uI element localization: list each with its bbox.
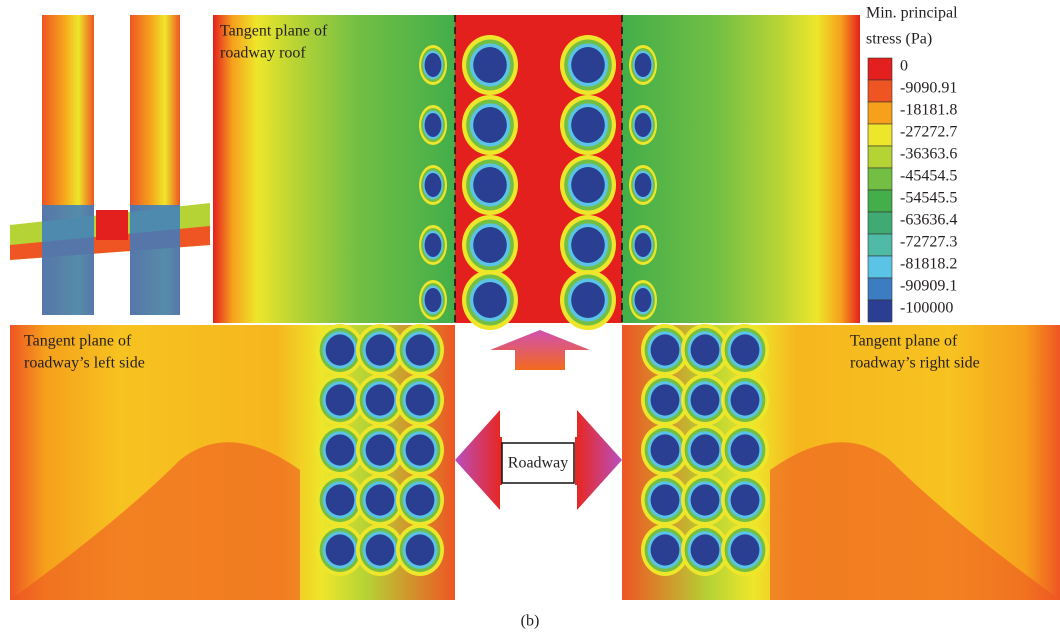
legend-swatch <box>868 168 892 190</box>
stress-blob <box>326 334 355 365</box>
legend-label: -63636.4 <box>900 212 957 229</box>
stress-blob <box>731 534 760 565</box>
stress-blob <box>366 434 395 465</box>
stress-blob <box>651 384 680 415</box>
stress-blob <box>571 227 605 263</box>
figure: Roadway Tangent plane of roadway roof Ta… <box>0 0 1060 637</box>
stress-blob <box>326 434 355 465</box>
arrow-up <box>490 330 590 370</box>
stress-blob <box>406 434 435 465</box>
stress-blob <box>366 384 395 415</box>
stress-blob <box>571 47 605 83</box>
overview-3d <box>10 15 210 315</box>
caption: (b) <box>521 613 540 630</box>
roadway-label: Roadway <box>508 455 568 472</box>
stress-blob <box>473 167 507 203</box>
legend-label: -72727.3 <box>900 234 957 251</box>
legend-swatch <box>868 58 892 80</box>
stress-blob <box>571 282 605 318</box>
stress-blob <box>635 53 652 77</box>
arrow-left <box>455 410 502 510</box>
stress-blob <box>635 113 652 137</box>
stress-blob <box>366 334 395 365</box>
stress-blob <box>571 167 605 203</box>
legend-label: -54545.5 <box>900 190 957 207</box>
stress-blob <box>425 173 442 197</box>
stress-blob <box>651 334 680 365</box>
stress-blob <box>691 484 720 515</box>
legend-title: stress (Pa) <box>866 31 932 48</box>
stress-blob <box>366 534 395 565</box>
legend-swatch <box>868 212 892 234</box>
stress-blob <box>651 434 680 465</box>
stress-blob <box>731 384 760 415</box>
legend-label: -18181.8 <box>900 102 957 119</box>
panel-label: Tangent plane of <box>850 333 958 350</box>
stress-blob <box>731 334 760 365</box>
stress-blob <box>691 434 720 465</box>
legend-swatch <box>868 102 892 124</box>
panel-label: roadway’s right side <box>850 355 980 372</box>
stress-blob <box>635 288 652 312</box>
panel-label: roadway roof <box>220 45 306 62</box>
stress-blob <box>425 53 442 77</box>
stress-blob <box>635 233 652 257</box>
stress-blob <box>406 334 435 365</box>
stress-blob <box>425 288 442 312</box>
stress-blob <box>326 384 355 415</box>
stress-blob <box>651 484 680 515</box>
legend-label: -27272.7 <box>900 124 957 141</box>
stress-blob <box>691 534 720 565</box>
legend-swatch <box>868 124 892 146</box>
stress-blob <box>473 47 507 83</box>
stress-blob <box>406 484 435 515</box>
stress-blob <box>635 173 652 197</box>
panel-label: roadway’s left side <box>24 355 145 372</box>
stress-blob <box>473 107 507 143</box>
legend-title: Min. principal <box>866 5 958 22</box>
legend-label: -45454.5 <box>900 168 957 185</box>
stress-blob <box>731 484 760 515</box>
legend-label: -100000 <box>900 300 953 317</box>
stress-blob <box>326 484 355 515</box>
legend-label: -90909.1 <box>900 278 957 295</box>
stress-blob <box>691 384 720 415</box>
stress-blob <box>651 534 680 565</box>
stress-blob <box>406 384 435 415</box>
legend-label: -36363.6 <box>900 146 957 163</box>
legend-swatch <box>868 80 892 102</box>
panel-label: Tangent plane of <box>220 23 328 40</box>
legend-swatch <box>868 190 892 212</box>
stress-blob <box>425 113 442 137</box>
stress-blob <box>473 227 507 263</box>
legend-label: 0 <box>900 58 908 75</box>
legend-swatch <box>868 300 892 322</box>
roof-panel-right <box>622 15 860 323</box>
stress-blob <box>731 434 760 465</box>
stress-blob <box>326 534 355 565</box>
legend-label: -81818.2 <box>900 256 957 273</box>
arrow-right <box>575 410 622 510</box>
legend-swatch <box>868 256 892 278</box>
stress-blob <box>406 534 435 565</box>
stress-blob <box>473 282 507 318</box>
stress-blob <box>425 233 442 257</box>
stress-blob <box>366 484 395 515</box>
legend-swatch <box>868 234 892 256</box>
stress-blob <box>571 107 605 143</box>
stress-blob <box>691 334 720 365</box>
legend-swatch <box>868 146 892 168</box>
legend-swatch <box>868 278 892 300</box>
panel-label: Tangent plane of <box>24 333 132 350</box>
legend-label: -9090.91 <box>900 80 957 97</box>
